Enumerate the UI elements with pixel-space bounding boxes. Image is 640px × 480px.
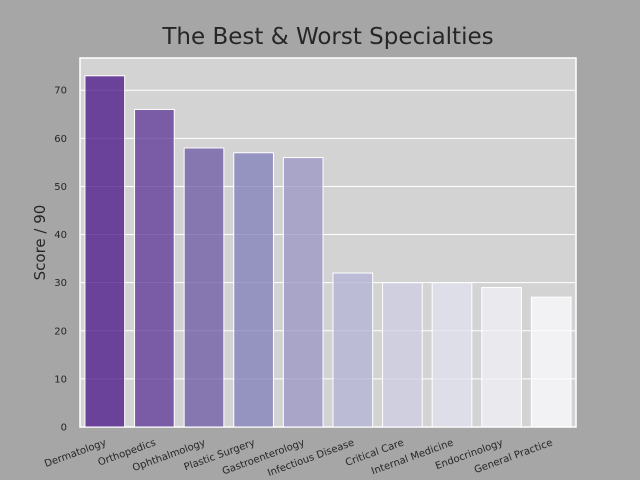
y-tick-label: 40 bbox=[54, 230, 67, 241]
y-tick-label: 20 bbox=[54, 326, 67, 337]
y-tick-label: 0 bbox=[61, 423, 67, 434]
bar-general-practice bbox=[530, 296, 572, 428]
y-axis-label: Score / 90 bbox=[31, 205, 49, 281]
y-tick-label: 70 bbox=[54, 86, 67, 97]
bars bbox=[84, 75, 572, 428]
bar-plastic-surgery bbox=[233, 152, 274, 428]
y-tick-label: 50 bbox=[54, 182, 67, 193]
chart-title: The Best & Worst Specialties bbox=[161, 24, 493, 50]
bar-critical-care bbox=[382, 282, 423, 428]
x-axis-ticks: DermatologyOrthopedicsOphthalmologyPlast… bbox=[43, 437, 554, 479]
x-tick-label: Infectious Disease bbox=[266, 437, 356, 479]
y-tick-label: 60 bbox=[54, 134, 67, 145]
y-tick-label: 30 bbox=[54, 278, 67, 289]
bar-dermatology bbox=[84, 75, 126, 428]
bar-orthopedics bbox=[134, 108, 175, 428]
bar-ophthalmology bbox=[183, 147, 225, 428]
bar-endocrinology bbox=[481, 286, 522, 428]
y-tick-label: 10 bbox=[54, 374, 67, 385]
y-axis-ticks: 0 10 20 30 40 50 60 70 bbox=[54, 86, 67, 434]
bar-internal-medicine bbox=[431, 282, 473, 428]
bar-infectious-disease bbox=[332, 272, 374, 428]
bar-gastroenterology bbox=[282, 157, 324, 428]
